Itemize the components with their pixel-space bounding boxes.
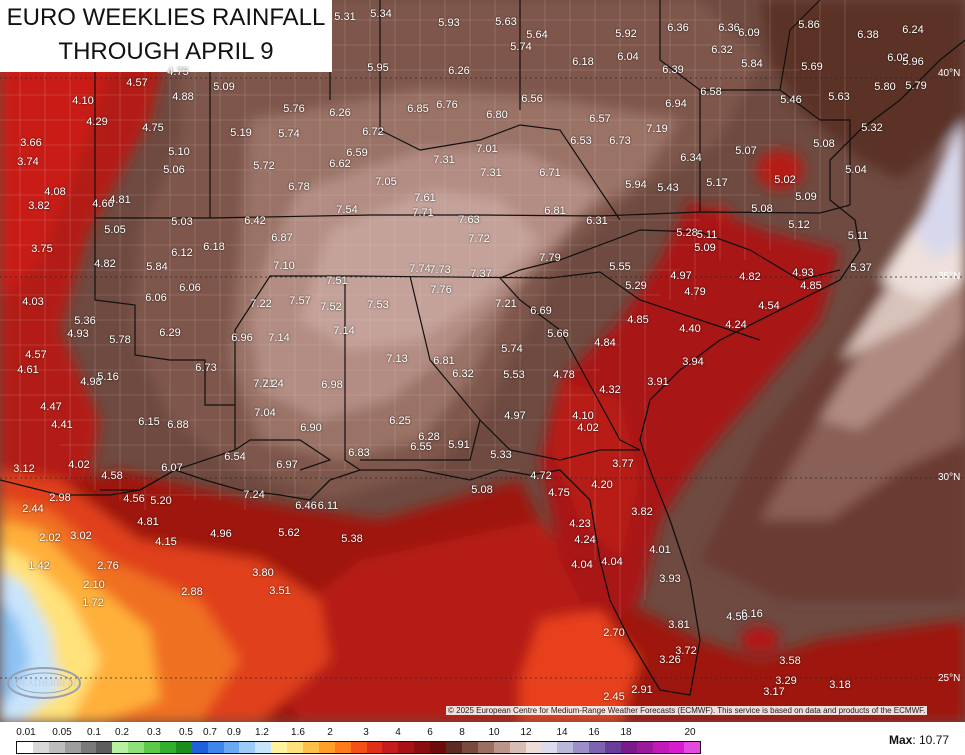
max-readout: Max: 10.77 (889, 733, 949, 747)
lat-label-40n: 40°N (938, 68, 961, 79)
colorbar-swatch (303, 742, 319, 753)
colorbar-swatch (48, 742, 65, 753)
colorbar-tick-label: 1.2 (255, 727, 269, 738)
colorbar-tick-label: 18 (620, 727, 632, 738)
colorbar-tick-label: 0.7 (203, 727, 217, 738)
title-line-1: EURO WEEKLIES RAINFALL (6, 4, 326, 31)
colorbar-swatch (636, 742, 653, 753)
colorbar-swatch (557, 742, 574, 753)
colorbar-swatch (17, 742, 33, 753)
colorbar-swatch (430, 742, 447, 753)
colorbar-tick-label: 20 (684, 727, 696, 738)
colorbar-swatch (128, 742, 145, 753)
colorbar (16, 741, 702, 754)
colorbar-swatch (239, 742, 256, 753)
colorbar-swatch (334, 742, 351, 753)
colorbar-tick-label: 6 (427, 727, 433, 738)
colorbar-swatch (461, 742, 478, 753)
colorbar-swatch (80, 742, 97, 753)
colorbar-swatch (191, 742, 208, 753)
colorbar-swatch (477, 742, 494, 753)
coastline (0, 39, 965, 696)
colorbar-swatch (96, 742, 113, 753)
colorbar-swatch (589, 742, 605, 753)
colorbar-tick-label: 3 (363, 727, 369, 738)
colorbar-swatch (620, 742, 637, 753)
colorbar-tick-label: 0.5 (179, 727, 193, 738)
colorbar-swatch (271, 742, 288, 753)
colorbar-swatch (366, 742, 383, 753)
colorbar-swatch (446, 742, 462, 753)
colorbar-tick-label: 0.9 (227, 727, 241, 738)
colorbar-tick-label: 0.05 (52, 727, 72, 738)
colorbar-tick-label: 10 (488, 727, 500, 738)
colorbar-swatch (525, 742, 542, 753)
precip-fill (0, 0, 965, 722)
colorbar-swatch (541, 742, 558, 753)
colorbar-tick-label: 0.01 (16, 727, 36, 738)
colorbar-swatch (684, 742, 701, 753)
colorbar-swatch (223, 742, 240, 753)
colorbar-swatch (414, 742, 431, 753)
title-line-2: THROUGH APRIL 9 (58, 38, 274, 65)
lat-label-35n: 35°N (938, 271, 961, 282)
lat-label-30n: 30°N (938, 472, 961, 483)
colorbar-swatch (318, 742, 335, 753)
colorbar-swatch (255, 742, 272, 753)
rainfall-map (0, 0, 965, 722)
colorbar-swatch (493, 742, 510, 753)
logo-text: WEATHERBELL (13, 678, 79, 688)
colorbar-swatch (160, 742, 176, 753)
colorbar-swatch (64, 742, 81, 753)
colorbar-swatch (652, 742, 669, 753)
colorbar-tick-label: 4 (395, 727, 401, 738)
colorbar-swatch (112, 742, 129, 753)
copyright-notice: © 2025 European Centre for Medium-Range … (446, 706, 928, 715)
colorbar-swatch (668, 742, 685, 753)
state-borders (94, 0, 851, 491)
colorbar-tick-label: 14 (556, 727, 568, 738)
colorbar-swatch (398, 742, 415, 753)
colorbar-swatch (573, 742, 590, 753)
colorbar-tick-label: 0.2 (115, 727, 129, 738)
colorbar-swatch (207, 742, 224, 753)
colorbar-tick-label: 1.6 (291, 727, 305, 738)
colorbar-swatch (604, 742, 621, 753)
colorbar-tick-label: 8 (459, 727, 465, 738)
weatherbell-logo: WEATHERBELL (7, 667, 81, 699)
colorbar-tick-label: 0.1 (87, 727, 101, 738)
colorbar-tick-label: 0.3 (147, 727, 161, 738)
max-label: Max (889, 733, 913, 747)
colorbar-swatch (509, 742, 526, 753)
colorbar-tick-label: 2 (327, 727, 333, 738)
colorbar-tick-label: 16 (588, 727, 600, 738)
colorbar-swatch (144, 742, 161, 753)
colorbar-swatch (350, 742, 367, 753)
colorbar-swatch (287, 742, 304, 753)
colorbar-swatch (175, 742, 192, 753)
colorbar-swatch (32, 742, 49, 753)
lat-label-25n: 25°N (938, 673, 961, 684)
colorbar-tick-label: 12 (520, 727, 532, 738)
title-box: EURO WEEKLIES RAINFALL THROUGH APRIL 9 (0, 0, 332, 72)
colorbar-swatch (382, 742, 399, 753)
max-value: : 10.77 (912, 733, 950, 747)
